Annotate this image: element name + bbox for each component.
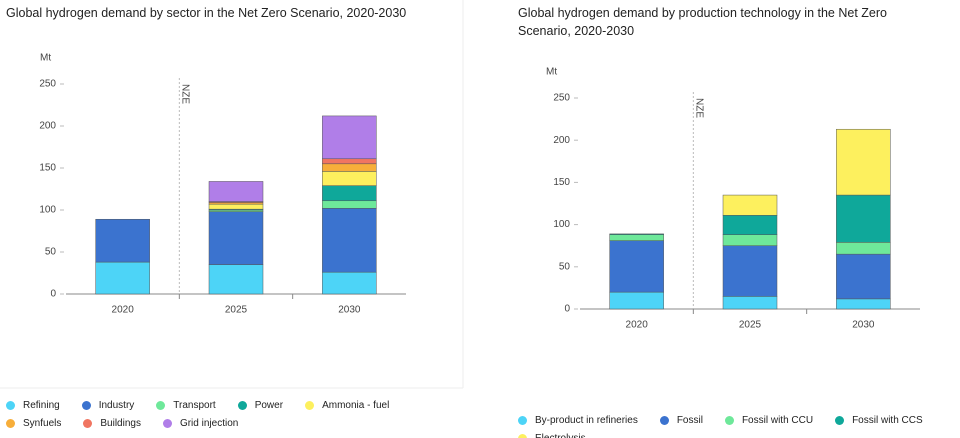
bar-segment — [722, 215, 778, 235]
x-tick-label: 2025 — [739, 320, 762, 331]
bar-segment — [208, 202, 264, 205]
y-tick-label: 0 — [564, 304, 570, 315]
y-axis-label: Mt — [40, 53, 51, 64]
legend-label: Fossil — [676, 415, 703, 426]
bar-segment — [208, 211, 264, 265]
x-tick-label: 2020 — [112, 305, 135, 316]
bar-segment — [322, 163, 377, 172]
legend-label: Electrolysis — [535, 433, 586, 438]
bar-segment — [836, 242, 891, 255]
legend-item[interactable]: Refining — [6, 400, 60, 411]
annotation: NZE — [694, 98, 705, 118]
legend-item[interactable]: Industry — [81, 400, 135, 411]
bar-segment — [836, 128, 891, 196]
bar-segment — [208, 264, 264, 295]
legend-swatch — [6, 401, 15, 410]
legend-item[interactable]: By-product in refineries — [518, 415, 638, 426]
y-tick-label: 200 — [553, 135, 570, 146]
bar-segment — [322, 185, 377, 202]
bar-segment — [208, 203, 264, 210]
legend-swatch — [305, 401, 315, 410]
bar-segment — [836, 253, 891, 300]
legend-label: Industry — [98, 400, 135, 411]
legend-item[interactable]: Transport — [156, 400, 216, 411]
legend-swatch — [237, 401, 247, 410]
bar-segment — [208, 209, 264, 212]
y-tick-label: 250 — [553, 93, 570, 104]
bar-segment — [208, 181, 264, 202]
legend-item[interactable]: Fossil with CCS — [835, 415, 923, 426]
y-tick-label: 200 — [39, 121, 56, 132]
legend-item[interactable]: Synfuels — [6, 418, 61, 429]
legend-swatch — [83, 419, 93, 428]
legend-swatch — [518, 416, 527, 425]
legend: By-product in refineries Fossil Fossil wit… — [518, 415, 958, 438]
legend-item[interactable]: Power — [237, 400, 284, 411]
chart-title: Global hydrogen demand by production tec… — [518, 6, 887, 38]
legend-item[interactable]: Fossil with CCU — [724, 415, 814, 426]
bar-segment — [836, 194, 891, 243]
bar-segment — [609, 291, 664, 310]
bar-segment — [722, 296, 778, 310]
legend-item[interactable]: Electrolysis — [518, 433, 586, 438]
legend-swatch — [81, 401, 91, 410]
legend-label: Refining — [23, 400, 60, 411]
bar-segment — [609, 234, 664, 241]
legend-item[interactable]: Fossil — [659, 415, 703, 426]
bar-segment — [322, 208, 377, 273]
legend-label: Synfuels — [23, 418, 62, 429]
bar-segment — [322, 171, 377, 186]
legend-label: Power — [254, 400, 284, 411]
legend-swatch — [518, 434, 527, 438]
bar-segment — [609, 233, 664, 235]
bar-segment — [722, 234, 778, 246]
y-tick-label: 150 — [39, 163, 56, 174]
y-tick-label: 0 — [50, 289, 56, 300]
bar-segment — [322, 200, 377, 209]
legend-swatch — [162, 419, 172, 428]
legend-item[interactable]: Grid injection — [162, 418, 239, 429]
legend-swatch — [156, 401, 166, 410]
bar-segment — [322, 115, 377, 160]
legend-item[interactable]: Buildings — [83, 418, 141, 429]
bar-segment — [95, 261, 150, 295]
y-tick-label: 50 — [45, 247, 57, 258]
x-tick-label: 2030 — [852, 320, 875, 331]
legend-label: By-product in refineries — [535, 415, 638, 426]
legend-label: Grid injection — [179, 418, 239, 429]
legend: Refining Industry Transport Power Ammonia - … — [6, 400, 446, 429]
annotation: NZE — [180, 84, 191, 104]
bar-segment — [322, 158, 377, 165]
bar-segment — [609, 240, 664, 293]
y-tick-label: 100 — [553, 219, 570, 230]
y-tick-label: 150 — [553, 177, 570, 188]
chart-title: Global hydrogen demand by sector in the … — [6, 6, 407, 20]
legend-swatch — [724, 416, 734, 425]
x-tick-label: 2020 — [626, 320, 649, 331]
legend-swatch — [659, 416, 669, 425]
bar-segment — [95, 218, 150, 263]
legend-label: Fossil with CCS — [852, 415, 923, 426]
legend-label: Buildings — [100, 418, 141, 429]
y-axis-label: Mt — [546, 67, 557, 78]
bar-segment — [322, 271, 377, 295]
bar-segment — [722, 245, 778, 297]
legend-swatch — [6, 419, 15, 428]
legend-label: Transport — [173, 400, 216, 411]
x-tick-label: 2025 — [225, 305, 248, 316]
y-tick-label: 100 — [39, 205, 56, 216]
legend-item[interactable]: Ammonia - fuel — [305, 400, 389, 411]
y-tick-label: 50 — [559, 261, 571, 272]
legend-label: Ammonia - fuel — [322, 400, 390, 411]
legend-swatch — [835, 416, 845, 425]
bar-segment — [836, 298, 891, 310]
bar-segment — [722, 194, 778, 216]
y-tick-label: 250 — [39, 79, 56, 90]
x-tick-label: 2030 — [338, 305, 361, 316]
legend-label: Fossil with CCU — [741, 415, 814, 426]
